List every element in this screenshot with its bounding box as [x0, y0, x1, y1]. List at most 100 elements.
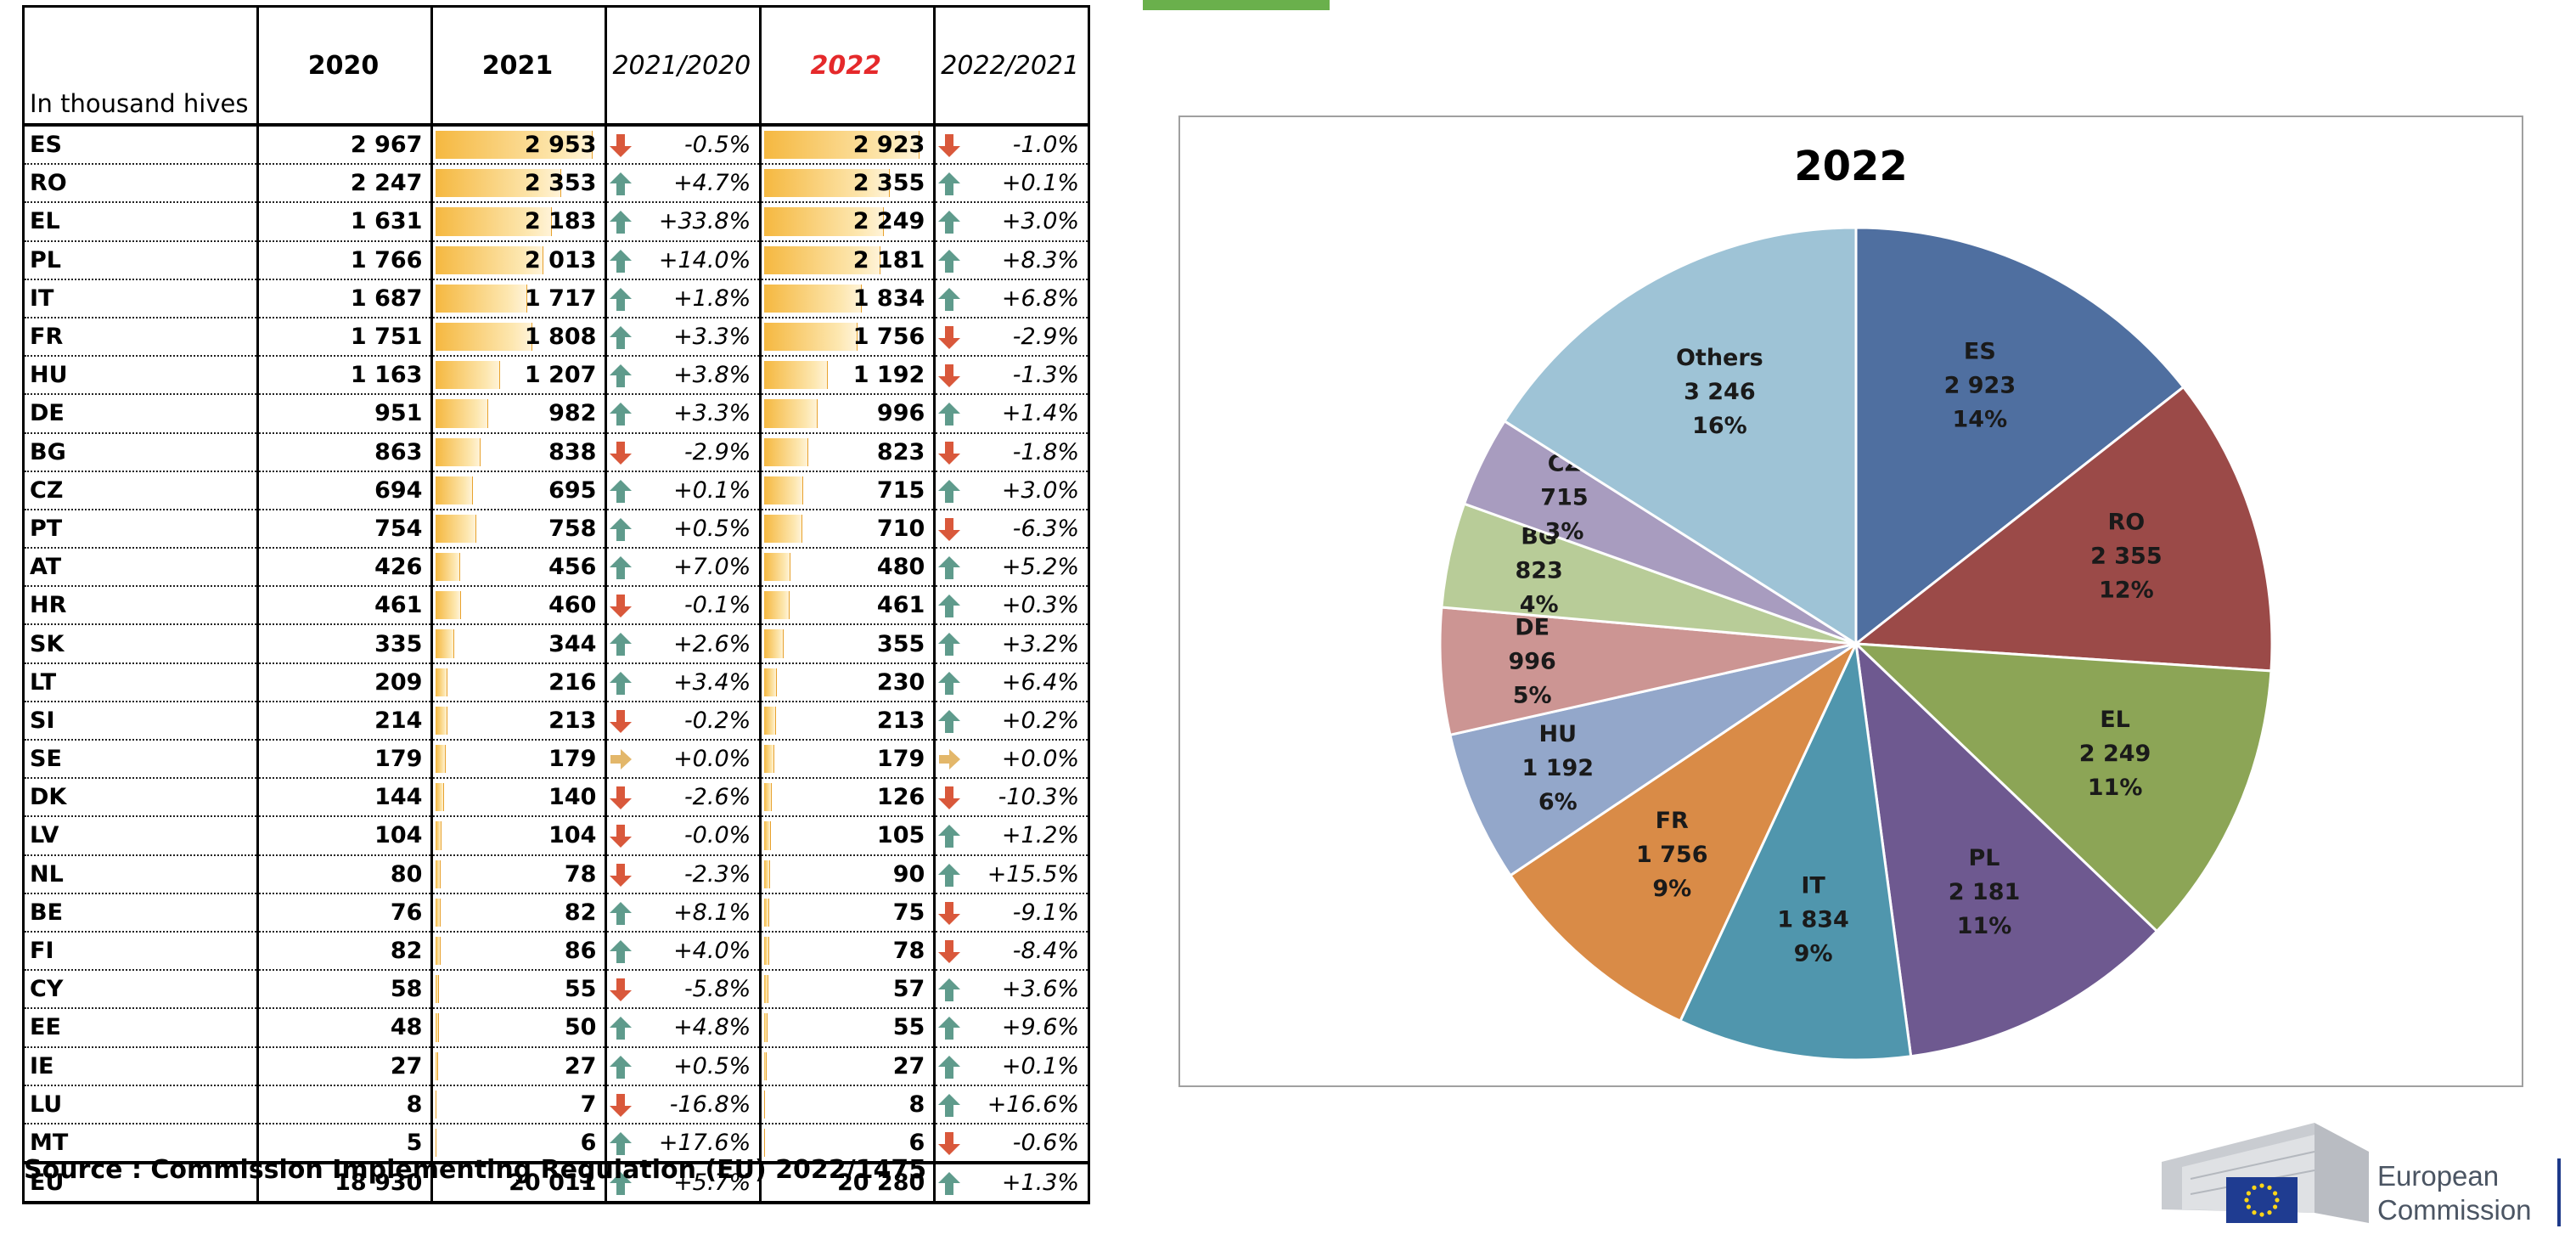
down-arrow-icon: [610, 825, 633, 848]
change-2022-2021: +16.6%: [933, 1085, 1091, 1124]
data-bar: [436, 169, 562, 198]
table-row: IT 1 687 1 717 +1.8% 1 834 +6.8%: [21, 279, 1091, 318]
table-total-row: EU 18 930 20 011 +5.7% 20 280 +1.3%: [21, 1161, 1091, 1205]
table-row: LU 8 7 -16.8% 8 +16.6%: [21, 1085, 1091, 1124]
country-code: DE: [21, 394, 258, 434]
change-2021-2020: +3.3%: [605, 317, 761, 358]
data-bar: [764, 860, 771, 888]
value-2020: 27: [256, 1046, 432, 1086]
change-2021-2020: -0.0%: [605, 816, 761, 856]
value-2021: 179: [430, 740, 606, 780]
change-2022-2021: +3.0%: [933, 202, 1091, 242]
down-arrow-icon: [938, 939, 961, 963]
down-arrow-icon: [610, 1093, 633, 1117]
value-2021: 2 013: [430, 240, 606, 280]
data-bar: [764, 169, 891, 198]
change-2021-2020: +17.6%: [605, 1123, 761, 1164]
change-2021-2020: +0.0%: [605, 740, 761, 780]
value-2022: 27: [759, 1046, 935, 1086]
up-arrow-icon: [610, 517, 633, 541]
table-row: FI 82 86 +4.0% 78 -8.4%: [21, 931, 1091, 972]
data-bar: [436, 706, 448, 735]
ec-wordmark: European Commission: [2377, 1159, 2532, 1227]
country-code: IT: [21, 279, 258, 318]
value-2021: 2 953: [430, 125, 606, 166]
hives-table-container: In thousand hives 2020 2021 2021/2020 20…: [21, 5, 1091, 1205]
down-arrow-icon: [938, 364, 961, 388]
table-row: IE 27 27 +0.5% 27 +0.1%: [21, 1046, 1091, 1086]
value-2022: 480: [759, 548, 935, 588]
data-bar: [764, 629, 785, 658]
down-arrow-icon: [610, 595, 633, 618]
value-2021: 695: [430, 471, 606, 510]
value-2022: 90: [759, 854, 935, 894]
value-2021: 140: [430, 778, 606, 818]
value-2022: 1 192: [759, 356, 935, 396]
value-2022: 55: [759, 1008, 935, 1048]
change-2022-2021: +3.0%: [933, 471, 1091, 510]
value-2020: 426: [256, 548, 432, 588]
data-bar: [764, 245, 881, 274]
pie-slice-others: [1502, 226, 1858, 646]
up-arrow-icon: [938, 978, 961, 1002]
up-arrow-icon: [938, 1055, 961, 1079]
change-2021-2020: +14.0%: [605, 240, 761, 280]
slice-label-de: DE 996 5%: [1508, 614, 1555, 708]
table-row: EE 48 50 +4.8% 55 +9.6%: [21, 1008, 1091, 1048]
value-2020: 104: [256, 816, 432, 856]
value-2022: 715: [759, 471, 935, 510]
change-2022-2021: +15.5%: [933, 854, 1091, 894]
data-bar: [436, 284, 528, 313]
value-2020: 76: [256, 893, 432, 933]
up-arrow-icon: [610, 325, 633, 349]
change-2022-2021: -10.3%: [933, 778, 1091, 818]
change-2022-2021: +0.0%: [933, 740, 1091, 780]
country-code: AT: [21, 548, 258, 588]
down-arrow-icon: [938, 901, 961, 925]
country-code: LV: [21, 816, 258, 856]
data-bar: [436, 783, 445, 812]
data-bar: [436, 437, 481, 466]
up-arrow-icon: [610, 556, 633, 580]
up-arrow-icon: [938, 556, 961, 580]
up-arrow-icon: [610, 172, 633, 196]
value-2021: 82: [430, 893, 606, 933]
value-2020: 2 247: [256, 164, 432, 204]
data-bar: [764, 745, 775, 774]
value-2020: 80: [256, 854, 432, 894]
value-2022: 2 923: [759, 125, 935, 166]
table-row: MT 5 6 +17.6% 6 -0.6%: [21, 1123, 1091, 1164]
down-arrow-icon: [610, 441, 633, 465]
down-arrow-icon: [938, 134, 961, 157]
up-arrow-icon: [610, 403, 633, 426]
value-2022: 6: [759, 1123, 935, 1164]
up-arrow-icon: [610, 287, 633, 311]
up-arrow-icon: [938, 863, 961, 887]
up-arrow-icon: [610, 901, 633, 925]
table-row: CZ 694 695 +0.1% 715 +3.0%: [21, 471, 1091, 510]
change-2022-2021: +6.4%: [933, 662, 1091, 702]
value-2020: 1 766: [256, 240, 432, 280]
table-row: BG 863 838 -2.9% 823 -1.8%: [21, 432, 1091, 472]
value-2022: 355: [759, 624, 935, 664]
up-arrow-icon: [938, 403, 961, 426]
country-code: SI: [21, 701, 258, 741]
value-2020: 951: [256, 394, 432, 434]
up-arrow-icon: [938, 709, 961, 733]
change-2022-2021: +9.6%: [933, 1008, 1091, 1048]
country-code: NL: [21, 854, 258, 894]
data-bar: [764, 131, 920, 160]
source-note: Source : Commission Implementing Regulat…: [24, 1155, 927, 1185]
value-2020: 209: [256, 662, 432, 702]
value-2020: 1 631: [256, 202, 432, 242]
table-row: CY 58 55 -5.8% 57 +3.6%: [21, 970, 1091, 1010]
country-code: EL: [21, 202, 258, 242]
slice-label-el: EL 2 249 11%: [2079, 707, 2151, 801]
change-2021-2020: -16.8%: [605, 1085, 761, 1124]
unit-label: In thousand hives: [21, 5, 258, 127]
value-2020: 2 967: [256, 125, 432, 166]
value-2020: 1 687: [256, 279, 432, 318]
value-2022: 75: [759, 893, 935, 933]
pie-slice-es: [1854, 226, 2185, 647]
pie-chart-panel: 2022 ES 2 923 14% RO 2 355 12% EL 2 249 11% PL 2 1…: [1178, 116, 2523, 1087]
